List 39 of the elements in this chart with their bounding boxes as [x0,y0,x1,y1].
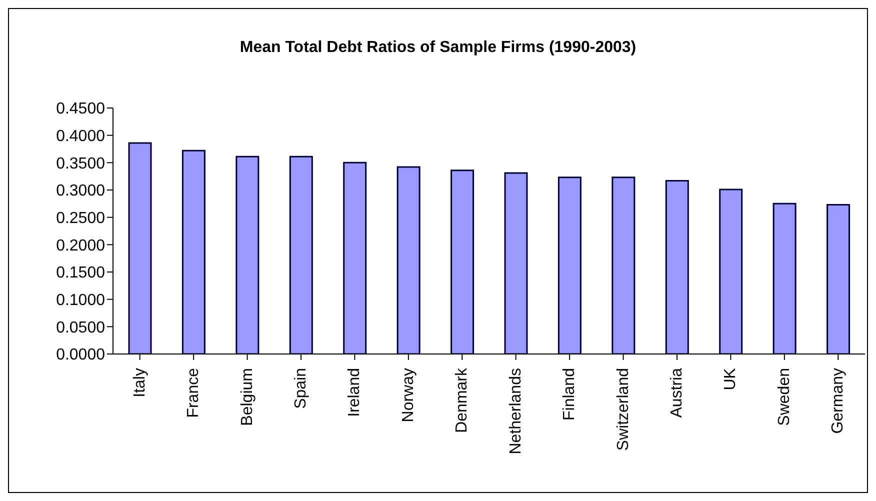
bar [128,142,152,354]
bar [719,188,743,354]
x-tick-label: Norway [400,368,417,422]
x-tick-label: Sweden [776,368,793,426]
bar [504,172,528,354]
y-tick-label: 0.4500 [56,100,106,118]
y-tick-label: 0.1500 [56,264,106,282]
bar [558,176,582,354]
chart-title: Mean Total Debt Ratios of Sample Firms (1990-2003) [238,39,638,57]
y-tick-label: 0.1000 [56,292,106,310]
bar [665,180,689,354]
y-tick-label: 0.0000 [56,346,106,364]
x-tick-label: UK [722,368,740,390]
x-tick-label: Austria [668,368,686,418]
bar [343,162,367,354]
x-tick-label: France [185,368,202,418]
bar [289,156,313,354]
x-tick-label: Netherlands [507,368,524,454]
x-tick-label: Spain [292,368,310,409]
x-tick-label: Denmark [454,367,471,433]
y-tick-label: 0.3500 [56,155,106,172]
x-tick-label: Belgium [238,368,256,426]
bar [236,156,260,354]
y-tick-label: 0.0500 [56,319,106,336]
bar [396,166,420,354]
y-tick-label: 0.3000 [56,182,106,200]
x-tick-label: Finland [561,368,578,420]
y-tick-label: 0.2000 [56,237,106,254]
bar [450,170,474,354]
bar [826,204,850,354]
bar [772,202,796,354]
y-tick-label: 0.4000 [56,128,106,146]
x-tick-label: Switzerland [614,368,632,451]
bar [612,176,636,354]
bar [182,150,206,354]
y-tick-label: 0.2500 [56,210,106,228]
x-tick-label: Italy [131,368,148,398]
x-tick-label: Germany [830,368,847,434]
x-tick-label: Ireland [346,368,364,417]
